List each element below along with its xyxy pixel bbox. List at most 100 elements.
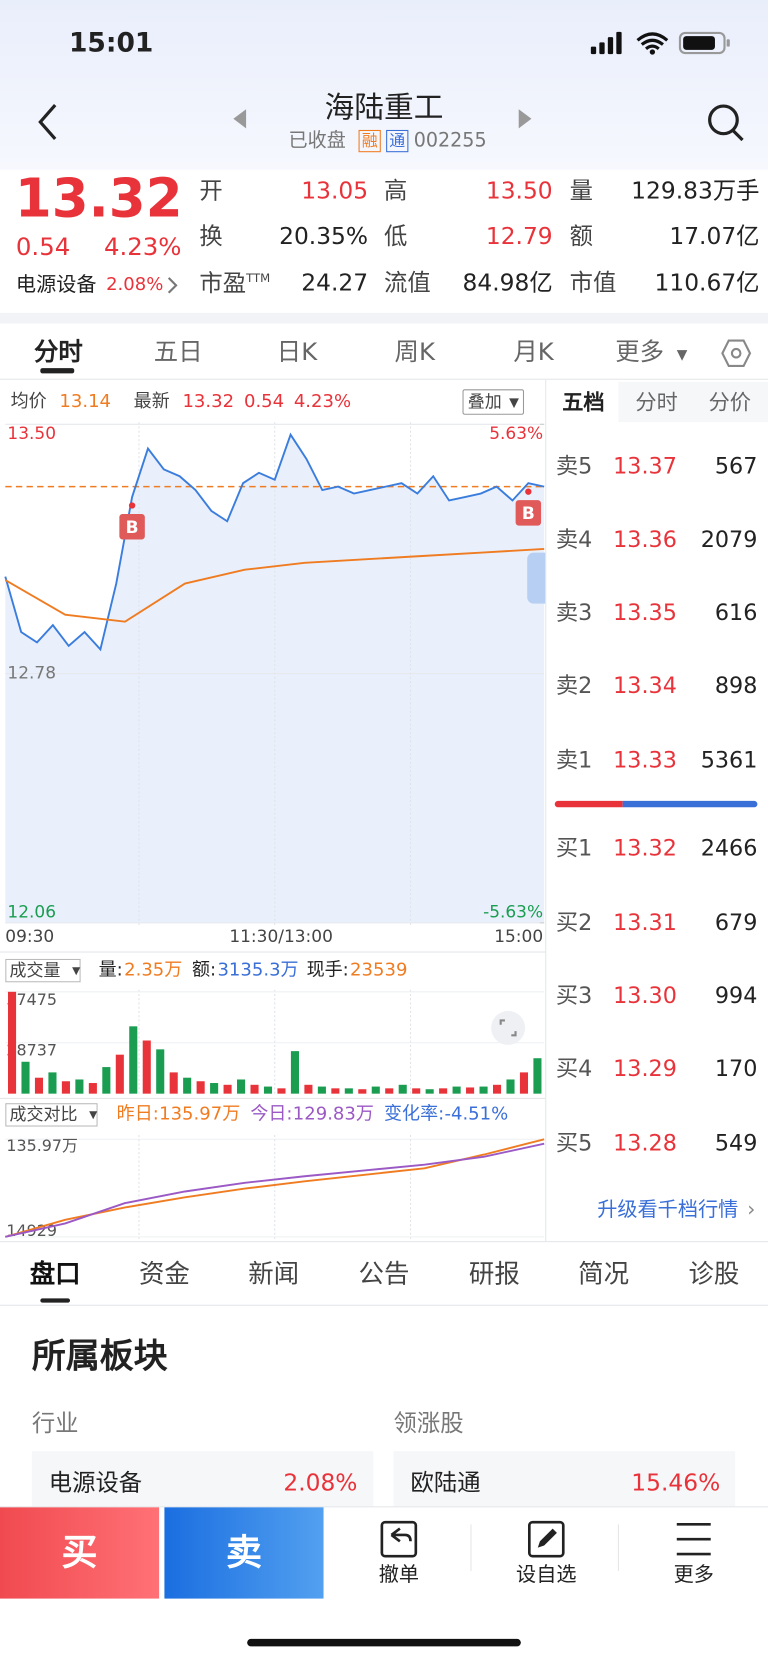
price-change: 0.54 [15, 233, 71, 262]
chart-tab[interactable]: 月K [513, 338, 554, 367]
info-tab[interactable]: 新闻 [248, 1259, 300, 1289]
book-price: 13.28 [613, 1130, 677, 1156]
wifi-dot [649, 49, 656, 55]
tab-underline [40, 368, 75, 374]
next-stock[interactable] [518, 109, 534, 129]
book-label: 买4 [555, 1055, 593, 1082]
trade-marker-label: B [126, 518, 139, 538]
chart-tab[interactable]: 日K [276, 338, 318, 367]
stat-value: 12.79 [485, 223, 553, 251]
volume-bar [142, 1040, 151, 1094]
action-label[interactable]: 更多 [673, 1563, 714, 1587]
action-label[interactable]: 设自选 [516, 1563, 577, 1587]
watchlist-icon[interactable] [527, 1520, 565, 1558]
book-label: 买5 [555, 1130, 593, 1156]
fullscreen-button[interactable] [490, 1010, 526, 1046]
chart-tab[interactable]: 五日 [153, 338, 203, 367]
cancel-icon[interactable] [380, 1520, 418, 1558]
dropdown-caret: ▼ [676, 347, 688, 364]
chart-tab[interactable]: 更多 [615, 338, 665, 367]
collapse-handle[interactable] [527, 552, 546, 604]
volume-title[interactable]: 成交量 [5, 958, 81, 983]
book-tab[interactable]: 五档 [562, 389, 605, 415]
volume-bar [492, 1084, 502, 1094]
stat-value: 129.83万手 [631, 178, 760, 205]
buy-button[interactable] [0, 1507, 160, 1599]
caret: ▼ [89, 1109, 98, 1122]
legend-label: 今日: [250, 1103, 293, 1125]
leader-pct: 15.46% [631, 1470, 721, 1497]
volume-bar [519, 1072, 529, 1094]
price-line [4, 432, 545, 652]
prev-stock[interactable] [233, 109, 248, 129]
book-price: 13.32 [613, 835, 677, 861]
sector-name[interactable]: 电源设备 [15, 273, 97, 297]
book-label: 卖3 [555, 599, 593, 626]
info-tab[interactable]: 公告 [358, 1259, 410, 1289]
action-label[interactable]: 撤单 [378, 1563, 420, 1587]
y2-tick-label: 5.63% [489, 424, 543, 444]
stat-value: 17.07亿 [669, 223, 760, 251]
volume-bar [479, 1086, 488, 1094]
pencil [537, 1528, 557, 1548]
volume-bar [210, 1083, 219, 1094]
sell-button[interactable] [164, 1507, 324, 1599]
stat-value: 110.67亿 [654, 270, 760, 298]
info-tab[interactable]: 研报 [468, 1259, 520, 1289]
compare-title[interactable]: 成交对比 [5, 1103, 98, 1127]
battery [678, 31, 726, 55]
avg-line [4, 547, 545, 623]
book-tab[interactable]: 分时 [635, 389, 678, 415]
card[interactable] [31, 1451, 374, 1507]
volume-bar [169, 1072, 178, 1094]
book-volume: 898 [714, 673, 758, 699]
book-price: 13.33 [613, 747, 677, 773]
more-icon[interactable] [676, 1523, 711, 1556]
book-tab[interactable]: 分价 [708, 389, 752, 415]
info-tab[interactable]: 盘口 [29, 1259, 81, 1289]
avg-label: 均价 [10, 390, 47, 413]
stat-label: 换 [199, 225, 222, 249]
chart-tab[interactable]: 周K [394, 338, 435, 367]
back-button[interactable] [32, 101, 64, 143]
trade-marker [119, 513, 145, 540]
separator [0, 312, 768, 324]
trade-point [525, 488, 532, 495]
book-volume: 679 [714, 909, 758, 936]
stat-label-text: 市值 [569, 270, 617, 298]
avg-value: 13.14 [59, 390, 112, 413]
chart-tab[interactable]: 分时 [33, 338, 83, 367]
stat-label-text: 市盈 [199, 270, 247, 298]
volume-bar [7, 991, 17, 1094]
info-tab[interactable]: 资金 [138, 1259, 190, 1289]
volume-bar [48, 1072, 57, 1094]
search-button[interactable] [704, 102, 746, 144]
tab-bg [618, 381, 768, 423]
stat-label-text: 开 [199, 178, 223, 205]
tab-underline [40, 1298, 71, 1303]
stat-label-sup: TTM [246, 271, 271, 286]
y-tick-label: 13.50 [7, 424, 56, 444]
x-tick-label: 15:00 [494, 926, 544, 947]
volume-stat-label: 量: [98, 959, 123, 981]
divider [0, 1304, 768, 1306]
book-price: 13.31 [613, 909, 677, 936]
volume-bar [466, 1087, 475, 1094]
info-tab[interactable]: 简况 [578, 1259, 630, 1289]
stock-name: 海陆重工 [324, 90, 444, 126]
volume-bar [263, 1086, 273, 1094]
industry-pct: 2.08% [283, 1470, 358, 1497]
volume-bar [129, 1026, 138, 1094]
book-volume: 994 [714, 982, 758, 1009]
card[interactable] [393, 1451, 736, 1507]
info-tab[interactable]: 诊股 [688, 1259, 740, 1289]
volume-bar [398, 1084, 407, 1094]
volume-bar [371, 1086, 380, 1094]
overlay-button[interactable]: 叠加 [462, 389, 525, 415]
settings-icon[interactable] [721, 337, 752, 369]
book-label: 买1 [555, 835, 593, 861]
home-indicator [247, 1638, 521, 1647]
upgrade-link[interactable]: 升级看千档行情 [597, 1198, 739, 1222]
volume-bar [344, 1088, 353, 1094]
